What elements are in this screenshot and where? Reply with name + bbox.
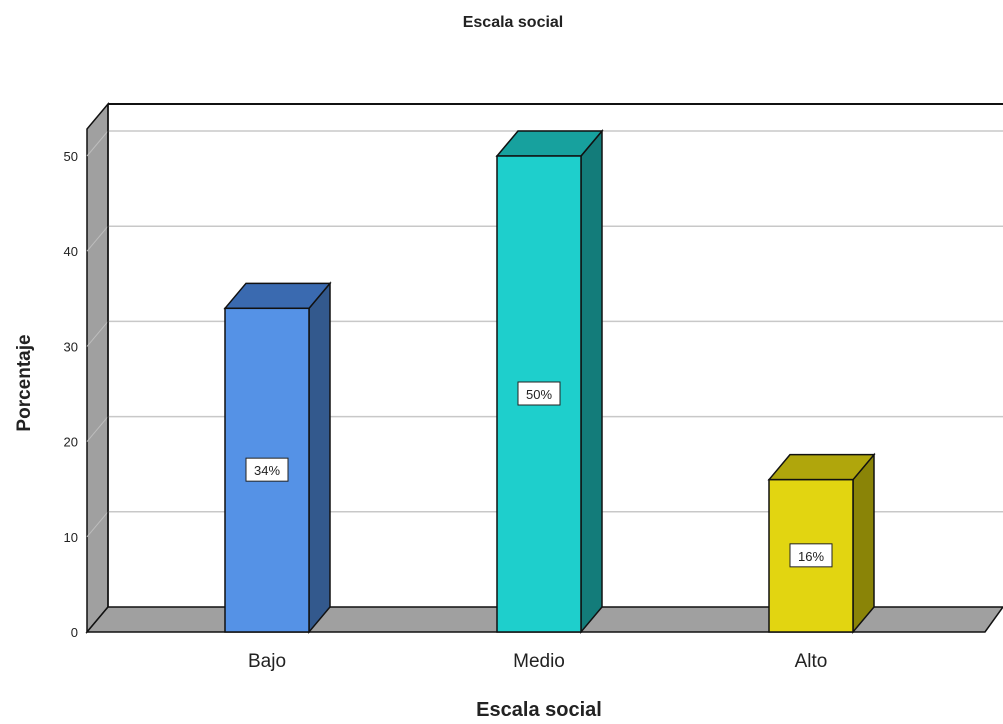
y-tick-label: 0	[71, 625, 78, 640]
gridline-side	[86, 511, 109, 538]
x-axis-label: Escala social	[476, 699, 602, 721]
bar	[496, 155, 582, 633]
chart-title: Escala social	[463, 14, 564, 31]
data-label-box	[245, 457, 289, 482]
plot-area: 0 10 20 30 40 50 34% Bajo 50% Medio 16% Alto	[64, 101, 1003, 672]
gridline-side	[86, 130, 109, 157]
y-tick-label: 40	[64, 244, 78, 259]
bar-side	[852, 452, 875, 635]
data-label-box	[789, 543, 833, 568]
gridline-side	[86, 225, 109, 252]
gridline-side	[86, 416, 109, 442]
bar-side	[580, 128, 603, 635]
left-wall	[86, 101, 109, 635]
y-tick-label: 10	[64, 530, 78, 545]
x-tick-label: Medio	[513, 651, 565, 672]
y-axis-label: Porcentaje	[14, 334, 35, 431]
y-tick-label: 50	[64, 149, 78, 164]
x-tick-label: Bajo	[248, 651, 286, 672]
x-tick-label: Alto	[795, 651, 828, 672]
data-label: 50%	[526, 387, 552, 402]
data-label: 34%	[254, 463, 280, 478]
data-label: 16%	[798, 549, 824, 564]
gridline-side	[86, 321, 109, 347]
data-label-box	[517, 381, 561, 406]
bar-side	[308, 281, 331, 635]
y-tick-label: 30	[64, 339, 78, 354]
y-tick-label: 20	[64, 435, 78, 450]
